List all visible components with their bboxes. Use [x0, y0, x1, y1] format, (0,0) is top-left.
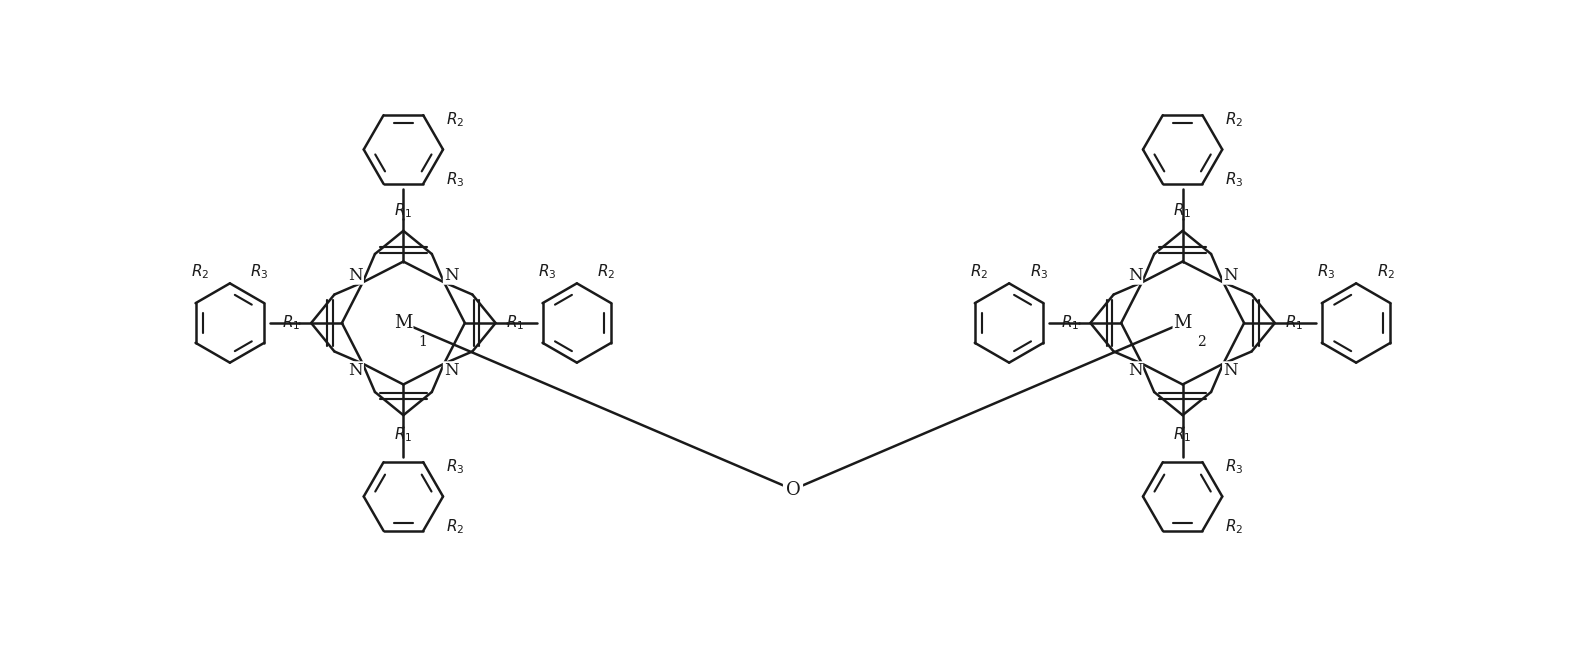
Text: $R_1$: $R_1$	[395, 202, 412, 220]
Text: $R_1$: $R_1$	[1174, 202, 1191, 220]
Text: $R_2$: $R_2$	[1377, 262, 1396, 281]
Text: $R_3$: $R_3$	[251, 262, 270, 281]
Text: $R_3$: $R_3$	[446, 457, 465, 476]
Text: $R_1$: $R_1$	[395, 426, 412, 444]
Text: N: N	[1128, 362, 1142, 379]
Text: $R_3$: $R_3$	[1224, 457, 1243, 476]
Text: N: N	[1223, 362, 1237, 379]
Text: $R_2$: $R_2$	[446, 110, 465, 129]
Text: $R_2$: $R_2$	[1224, 110, 1243, 129]
Text: $R_2$: $R_2$	[598, 262, 615, 281]
Text: 2: 2	[1197, 335, 1207, 349]
Text: $R_3$: $R_3$	[538, 262, 557, 281]
Text: M: M	[395, 314, 412, 332]
Text: $R_3$: $R_3$	[446, 170, 465, 189]
Text: $R_1$: $R_1$	[506, 314, 525, 332]
Text: $R_3$: $R_3$	[1316, 262, 1335, 281]
Text: M: M	[1174, 314, 1191, 332]
Text: N: N	[349, 267, 363, 284]
Text: 1: 1	[419, 335, 427, 349]
Text: $R_1$: $R_1$	[1286, 314, 1304, 332]
Text: N: N	[444, 267, 458, 284]
Text: $R_1$: $R_1$	[1061, 314, 1080, 332]
Text: $R_3$: $R_3$	[1029, 262, 1048, 281]
Text: $R_2$: $R_2$	[190, 262, 209, 281]
Text: N: N	[1223, 267, 1237, 284]
Text: $R_1$: $R_1$	[282, 314, 300, 332]
Text: $R_1$: $R_1$	[1174, 426, 1191, 444]
Text: N: N	[349, 362, 363, 379]
Text: N: N	[444, 362, 458, 379]
Text: $R_3$: $R_3$	[1224, 170, 1243, 189]
Text: $R_2$: $R_2$	[446, 517, 465, 536]
Text: $R_2$: $R_2$	[1224, 517, 1243, 536]
Text: $R_2$: $R_2$	[971, 262, 988, 281]
Text: O: O	[785, 481, 801, 499]
Text: N: N	[1128, 267, 1142, 284]
